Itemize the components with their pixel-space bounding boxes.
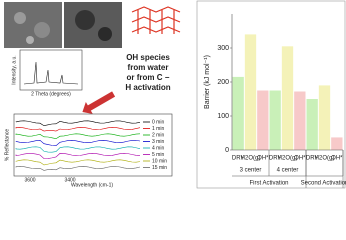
bar [257, 90, 269, 150]
bar [244, 34, 257, 150]
y-tick-label: 200 [217, 79, 229, 86]
legend-label: 10 min [152, 158, 167, 164]
bar [269, 90, 281, 150]
xrd-trace [23, 61, 79, 85]
bar [232, 76, 244, 150]
x-tick-label: DRY [269, 156, 282, 162]
spectrum [15, 146, 141, 153]
x-tick-label: DRY [232, 156, 245, 162]
x-tick-label: H2O(g) [241, 156, 261, 162]
xrd-ylabel: Intensity, a.u. [11, 55, 17, 84]
bar [281, 46, 294, 150]
x-tick-label: OH* [331, 156, 343, 162]
bar [318, 85, 331, 150]
particle [14, 12, 26, 24]
x-tick-label: DRY [306, 156, 319, 162]
note-line: from water [128, 63, 169, 72]
particle [26, 36, 34, 44]
x-tick-label: H2O(g) [278, 156, 298, 162]
x-tick-label: H2O(g) [315, 156, 335, 162]
particle [98, 27, 112, 41]
chart: Barrier (kJ mol⁻¹)0100200300DRYH2O(g)OH*… [204, 14, 346, 188]
legend-label: 5 min [152, 152, 164, 158]
bar [331, 137, 343, 150]
figure: Intensity, a.u. 2 Theta (degrees) OH spe… [4, 0, 346, 188]
y-tick-label: 0 [225, 147, 229, 154]
subgroup-label: 3 center [240, 168, 262, 174]
particle [34, 22, 50, 38]
note-line: or from C − [127, 73, 170, 82]
legend-label: 1 min [152, 126, 164, 132]
spectrum [15, 127, 141, 132]
legend-label: 15 min [152, 165, 167, 171]
particle [75, 10, 95, 30]
spectra-xlabel: Wavelength (cm-1) [71, 182, 113, 188]
bar [306, 99, 318, 150]
xrd-xlabel: 2 Theta (degrees) [31, 91, 71, 97]
legend-label: 2 min [152, 132, 164, 138]
note-line: H activation [125, 83, 170, 92]
x-tick-label: OH* [257, 156, 269, 162]
spectrum [15, 152, 141, 159]
spectra-frame [13, 113, 173, 177]
group-label: First Activation [249, 181, 288, 187]
legend-label: 3 min [152, 139, 164, 145]
y-tick-label: 100 [217, 113, 229, 120]
xrd-frame [19, 49, 83, 91]
subgroup-label: 4 center [277, 168, 299, 174]
arrow [82, 91, 116, 115]
group-label: Second Activation [301, 181, 346, 187]
legend-label: 0 min [152, 119, 164, 125]
y-axis-label: Barrier (kJ mol⁻¹) [204, 55, 211, 109]
note-line: OH species [126, 53, 170, 62]
spectra-ylabel: % Reflectance [4, 129, 10, 161]
y-tick-label: 300 [217, 45, 229, 52]
spectrum [15, 165, 141, 171]
spectra-xtick: 3600 [24, 177, 35, 183]
spectrum [15, 120, 141, 127]
spectrum [15, 133, 141, 140]
spectrum [15, 139, 141, 147]
x-tick-label: OH* [294, 156, 306, 162]
bar [294, 91, 306, 150]
spectrum [15, 159, 141, 166]
legend-label: 4 min [152, 145, 164, 151]
spectra-xtick: 3400 [64, 177, 75, 183]
structure-sketch [131, 6, 181, 34]
